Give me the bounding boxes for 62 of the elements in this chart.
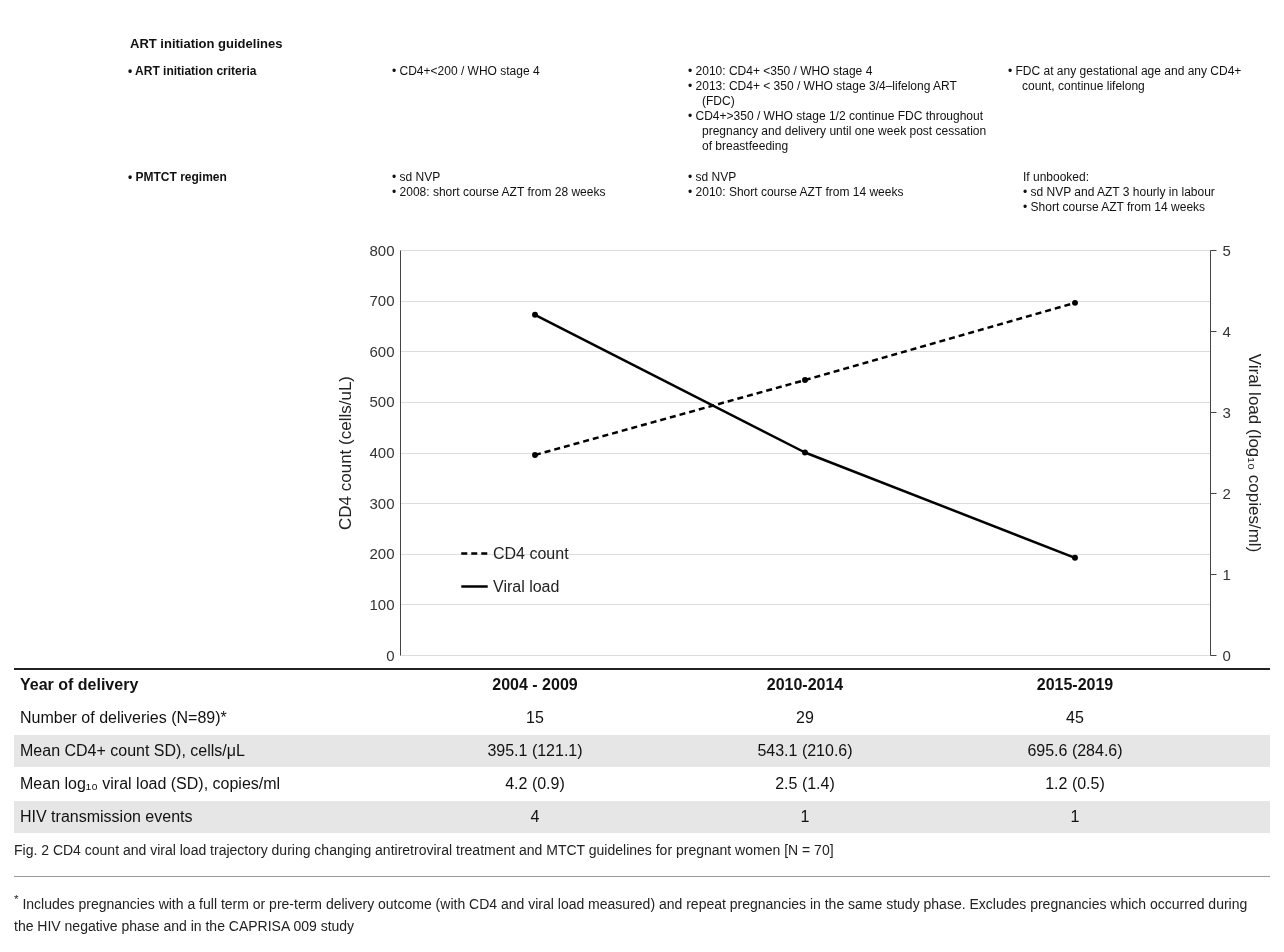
y-tick-label: 500 [369, 393, 395, 411]
text: HIV transmission events [20, 807, 193, 827]
text: • Short course AZT from 14 weeks [1023, 200, 1207, 215]
text: Mean log₁₀ viral load (SD), copies/ml [20, 774, 281, 794]
caption: Fig. 2 CD4 count and viral load trajectory during changing antiretroviral treatment and MTCT guidelines for pregnant women [N = 70] [14, 842, 835, 858]
y2-tick-label: 4 [1222, 322, 1231, 340]
text: • sd NVP [688, 170, 738, 185]
y2-tick-label: 3 [1222, 403, 1231, 421]
x-tick-label: 2010-2014 [765, 675, 845, 695]
y-tick-label: 300 [369, 494, 395, 512]
y-tick-label: 0 [386, 646, 395, 664]
text: • 2010: CD4+ <350 / WHO stage 4 [688, 64, 874, 79]
y2-tick-label: 2 [1222, 484, 1231, 502]
text: Year of delivery [20, 675, 139, 695]
text: • 2013: CD4+ < 350 / WHO stage 3/4–lifelong ART (FDC) [688, 79, 958, 109]
y2-tick-label: 0 [1222, 646, 1231, 664]
y-tick-label: 400 [369, 444, 395, 461]
text: 15 [525, 708, 545, 728]
data-label: 1.2 (0.5) [1044, 774, 1106, 794]
text: Mean CD4+ count SD), cells/μL [20, 741, 245, 761]
y-tick-label: 200 [369, 545, 395, 563]
text: 29 [795, 708, 815, 728]
text: ART initiation guidelines [130, 36, 283, 51]
y-tick-label: 700 [369, 292, 395, 310]
text: • FDC at any gestational age and any CD4+ count, continue lifelong [1008, 64, 1243, 94]
data-label: 4.2 (0.9) [504, 774, 566, 794]
point [802, 449, 808, 456]
y2-axis-title: Viral load (log₁₀ copies/ml) [1244, 353, 1264, 553]
data-label: 543.1 (210.6) [756, 741, 854, 761]
x-tick-label: 2015-2019 [1035, 675, 1115, 695]
text: • PMTCT regimen [128, 170, 228, 185]
y-tick-label: 800 [369, 241, 395, 259]
text: 4 [529, 807, 541, 827]
text: • 2008: short course AZT from 28 weeks [392, 185, 607, 200]
x-tick-label: 2004 - 2009 [491, 675, 579, 695]
y2-tick-label: 5 [1222, 241, 1231, 259]
text: • sd NVP and AZT 3 hourly in labour [1023, 185, 1216, 200]
text: • 2010: Short course AZT from 14 weeks [688, 185, 905, 200]
y-tick-label: 100 [369, 595, 395, 613]
data-label: 695.6 (284.6) [1026, 741, 1124, 761]
point [1072, 299, 1078, 306]
data-label: 2.5 (1.4) [774, 774, 836, 794]
data-label: 395.1 (121.1) [486, 741, 584, 761]
y-tick-label: 600 [369, 342, 395, 360]
text: $^{*}$ Includes pregnancies with a full term or pre-term delivery outcome (with CD4 and viral load measured) and repeat pregnancies in the same study phase. Excludes pregnancies which occurred during the HIV negative phase and in the CAPRISA 009 study [14, 891, 1249, 936]
point [532, 452, 538, 458]
legend-label: Viral load [493, 577, 560, 595]
legend-label: CD4 count [493, 544, 570, 562]
text: • sd NVP [392, 170, 442, 185]
point [532, 311, 538, 318]
text: • CD4+>350 / WHO stage 1/2 continue FDC throughout pregnancy and delivery until one week post cessation of breastfeeding [688, 109, 988, 154]
y-axis-title: CD4 count (cells/uL) [336, 375, 356, 531]
text: 1 [1069, 807, 1081, 827]
text: 45 [1065, 708, 1085, 728]
text: • ART initiation criteria [128, 64, 258, 79]
text: • CD4+<200 / WHO stage 4 [392, 64, 541, 79]
text: If unbooked: [1023, 170, 1090, 184]
point [1072, 554, 1078, 561]
text: Number of deliveries (N=89)* [20, 708, 227, 728]
text: 1 [799, 807, 811, 827]
point [802, 377, 808, 384]
y2-tick-label: 1 [1222, 565, 1231, 583]
